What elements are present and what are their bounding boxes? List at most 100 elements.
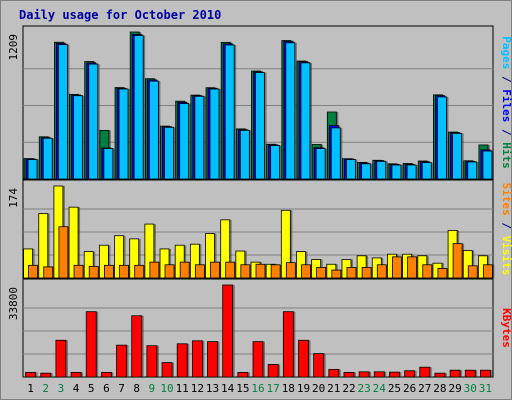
x-tick-label-day-29: 29 [448, 382, 461, 395]
bar-top-s2-day-28 [437, 96, 447, 180]
x-tick-label-day-21: 21 [327, 382, 340, 395]
side-label-part: / [500, 122, 512, 142]
side-label-part: Files [500, 89, 512, 122]
x-tick-label-day-3: 3 [58, 382, 65, 395]
panel-bottom-ymax-label: 33800 [7, 287, 20, 320]
bar-middle-s0-day-7 [114, 235, 124, 279]
bar-top-s2-day-3 [58, 44, 68, 180]
bar-middle-s0-day-8 [129, 238, 140, 279]
bar-bottom-s0-day-18 [282, 311, 294, 378]
bar-top-s2-day-12 [194, 95, 205, 180]
bar-middle-s1-day-19 [301, 264, 311, 279]
bar-middle-s1-day-17 [270, 264, 281, 279]
side-label-part: KBytes [500, 308, 512, 348]
bar-middle-s0-day-1 [23, 248, 33, 279]
bar-bottom-s0-day-24 [373, 371, 385, 378]
bar-top-s2-day-24 [376, 160, 387, 180]
bar-top-s2-day-14 [224, 44, 235, 180]
x-tick-label-day-16: 16 [251, 382, 264, 395]
x-tick-label-day-31: 31 [479, 382, 492, 395]
bar-top-s2-day-29 [452, 133, 462, 180]
x-tick-label-day-20: 20 [312, 382, 325, 395]
side-label-part: Hits [500, 142, 512, 169]
bar-bottom-s0-day-2 [40, 372, 52, 378]
side-label-part: Visits [500, 236, 512, 276]
chart-title: Daily usage for October 2010 [19, 8, 221, 22]
x-tick-label-day-30: 30 [464, 382, 477, 395]
x-tick-label-day-2: 2 [42, 382, 49, 395]
bar-top-s2-day-20 [315, 148, 326, 180]
panel-middle-ymax-label: 174 [7, 188, 20, 208]
x-tick-label-day-18: 18 [282, 382, 295, 395]
bar-middle-s0-day-6 [98, 244, 109, 279]
bar-middle-s0-day-11 [174, 244, 185, 279]
bar-middle-s1-day-2 [43, 266, 54, 279]
bar-middle-s1-day-6 [103, 264, 114, 279]
x-tick-label-day-19: 19 [297, 382, 310, 395]
bar-middle-s0-day-2 [38, 213, 49, 279]
bar-middle-s1-day-30 [467, 265, 478, 279]
bar-top-s2-day-27 [421, 162, 432, 180]
bar-middle-s1-day-12 [194, 264, 205, 279]
bar-bottom-s0-day-11 [176, 343, 188, 378]
x-tick-label-day-23: 23 [358, 382, 371, 395]
bar-middle-s0-day-23 [356, 255, 367, 279]
x-tick-label-day-8: 8 [133, 382, 140, 395]
x-tick-label-day-11: 11 [176, 382, 189, 395]
side-label-part: Pages [500, 36, 512, 69]
bar-top-s2-day-22 [346, 159, 356, 180]
bar-bottom-s0-day-29 [449, 369, 461, 378]
bar-top-s2-day-8 [133, 35, 144, 180]
bar-middle-s1-day-21 [331, 269, 342, 279]
bar-middle-s0-day-4 [68, 206, 79, 279]
x-tick-label-day-12: 12 [191, 382, 204, 395]
x-tick-label-day-9: 9 [149, 382, 156, 395]
bar-middle-s1-day-11 [179, 261, 190, 279]
bar-top-s2-day-1 [27, 159, 38, 180]
bar-bottom-s0-day-14 [222, 284, 234, 378]
bar-bottom-s0-day-15 [237, 371, 249, 378]
bar-top-s2-day-9 [148, 80, 159, 180]
bar-middle-s0-day-10 [159, 248, 170, 279]
panel-bottom-side-label: KBytes [500, 308, 512, 348]
bar-top-s2-day-30 [467, 161, 478, 180]
bar-bottom-s0-day-22 [343, 371, 355, 378]
x-tick-label-day-22: 22 [342, 382, 355, 395]
bar-bottom-s0-day-1 [25, 371, 36, 378]
bar-top-s2-day-13 [209, 88, 220, 180]
x-tick-label-day-28: 28 [433, 382, 446, 395]
bar-middle-s1-day-5 [88, 265, 99, 279]
x-tick-label-day-17: 17 [267, 382, 280, 395]
bar-top-s2-day-17 [270, 145, 281, 180]
bar-bottom-s0-day-19 [298, 339, 309, 378]
bar-bottom-s0-day-21 [328, 368, 340, 378]
bar-middle-s1-day-4 [73, 264, 84, 279]
bar-top-s2-day-5 [88, 63, 99, 180]
bar-middle-s1-day-31 [483, 264, 493, 279]
bar-bottom-s0-day-13 [207, 341, 218, 378]
x-tick-label-day-27: 27 [418, 382, 431, 395]
side-label-part: Sites [500, 183, 512, 216]
panel-top-side-label: Pages / Files / Hits [500, 36, 512, 169]
bar-bottom-s0-day-6 [100, 371, 112, 378]
side-label-part: / [500, 69, 512, 89]
bar-middle-s1-day-29 [452, 243, 463, 279]
bar-top-s2-day-11 [179, 103, 190, 180]
bar-middle-s0-day-9 [144, 223, 155, 279]
bar-bottom-s0-day-30 [464, 369, 476, 378]
bar-middle-s1-day-9 [149, 261, 160, 279]
bar-middle-s0-day-13 [205, 233, 215, 279]
bar-middle-s1-day-18 [285, 262, 296, 279]
x-tick-label-day-5: 5 [88, 382, 95, 395]
bar-bottom-s0-day-5 [85, 311, 97, 378]
x-tick-label-day-1: 1 [27, 382, 34, 395]
bar-middle-s1-day-25 [392, 256, 402, 279]
x-tick-label-day-4: 4 [73, 382, 80, 395]
x-tick-label-day-15: 15 [236, 382, 249, 395]
bar-middle-s1-day-7 [119, 264, 129, 279]
panel-top-ymax-label: 1209 [7, 34, 20, 61]
bar-top-s2-day-19 [300, 62, 311, 180]
bar-bottom-s0-day-3 [55, 339, 67, 378]
bar-bottom-s0-day-8 [131, 315, 143, 378]
